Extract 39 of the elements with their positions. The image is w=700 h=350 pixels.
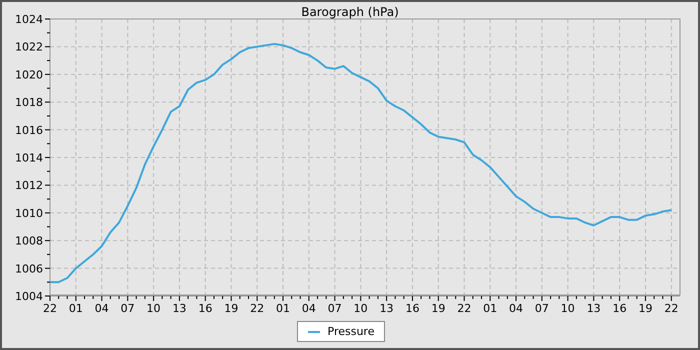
x-tick-label: 22 (250, 302, 264, 315)
x-tick-label: 16 (612, 302, 627, 315)
y-tick-label: 1018 (15, 96, 43, 110)
x-tick-label: 01 (276, 302, 290, 315)
x-tick-label: 07 (328, 302, 342, 315)
y-tick-label: 1004 (15, 290, 43, 303)
x-tick-label: 04 (302, 302, 316, 315)
line-series (50, 42, 672, 284)
x-tick-label: 07 (120, 302, 135, 315)
y-tick-label: 1022 (15, 40, 43, 54)
x-tick-label: 16 (405, 302, 420, 315)
x-tick-label: 04 (509, 302, 524, 315)
y-tick-label: 1020 (15, 68, 43, 82)
y-tick-label: 1012 (15, 179, 43, 192)
y-tick-label: 1010 (15, 206, 43, 220)
x-tick-label: 16 (198, 302, 212, 315)
x-tick-label: 10 (354, 302, 368, 315)
x-tick-label: 01 (483, 302, 498, 315)
y-tick-label: 1024 (15, 13, 43, 26)
y-tick-label: 1006 (15, 262, 43, 276)
y-tick-label: 1008 (15, 234, 43, 248)
x-tick-label: 22 (457, 302, 472, 315)
x-tick-label: 13 (380, 302, 394, 315)
x-tick-label: 10 (560, 302, 575, 315)
x-tick-label: 04 (94, 302, 109, 315)
legend-label: Pressure (326, 325, 374, 338)
chart-title: Barograph (hPa) (301, 5, 399, 19)
x-tick-label: 13 (586, 302, 601, 315)
y-tick-label: 1014 (15, 152, 43, 164)
x-tick-label: 10 (146, 302, 161, 315)
x-tick-label: 19 (224, 302, 238, 315)
x-tick-label: 22 (664, 302, 678, 315)
x-tick-label: 22 (43, 302, 57, 315)
x-tick-label: 07 (534, 302, 549, 315)
x-tick-label: 01 (68, 302, 83, 315)
x-tick-label: 19 (638, 302, 652, 315)
x-tick-label: 19 (431, 302, 446, 315)
y-tick-label: 1016 (15, 124, 43, 137)
x-tick-label: 13 (172, 302, 186, 315)
